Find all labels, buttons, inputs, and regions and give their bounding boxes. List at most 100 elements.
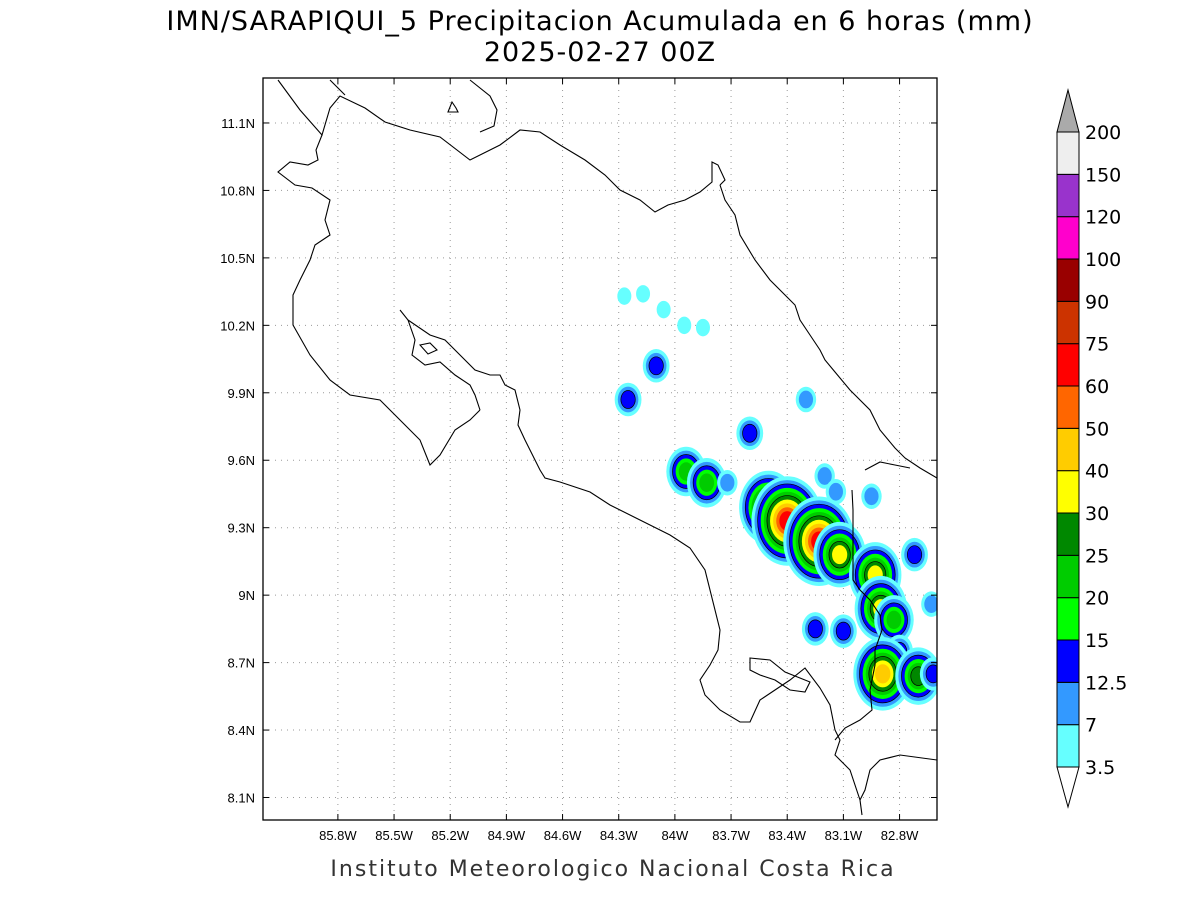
precip-contour-7 <box>924 595 937 614</box>
y-tick-label: 8.4N <box>228 723 255 738</box>
precip-cell <box>717 469 738 496</box>
colorbar-swatch-75 <box>1056 300 1080 345</box>
colorbar-swatch-12.5 <box>1056 639 1080 683</box>
y-tick-label: 9N <box>238 588 255 603</box>
colorbar-over-arrow <box>1056 88 1080 133</box>
colorbar-swatch-90 <box>1056 258 1080 302</box>
precip-contour-3.5 <box>656 300 671 319</box>
y-tick-label: 10.5N <box>220 251 255 266</box>
colorbar-swatch-60 <box>1056 343 1080 387</box>
colorbar-label: 75 <box>1085 334 1109 356</box>
precip-cell <box>617 287 632 305</box>
colorbar-label: 200 <box>1085 122 1121 144</box>
y-tick-label: 10.2N <box>220 318 255 333</box>
precip-cell <box>695 318 710 337</box>
map-subtitle-datetime: 2025-02-27 00Z <box>484 37 716 68</box>
precip-cell <box>636 285 651 303</box>
precip-cell <box>861 483 882 509</box>
x-tick-label: 82.8W <box>881 828 919 843</box>
precip-contour-12.5 <box>620 390 636 409</box>
x-tick-label: 84.6W <box>544 828 582 843</box>
precip-contour-12.5 <box>925 664 937 684</box>
colorbar-swatch-25 <box>1056 512 1080 556</box>
pacific-coast-north <box>277 134 481 466</box>
lat-lon-grid <box>263 78 937 820</box>
precip-cell <box>901 537 928 572</box>
x-tick-label: 83.1W <box>825 828 863 843</box>
precip-contour-20 <box>699 473 715 492</box>
precip-contour-12.5 <box>742 423 758 443</box>
plot-frame <box>262 77 938 821</box>
plot-background <box>263 78 937 820</box>
y-tick-label: 9.6N <box>228 453 255 468</box>
footer-credit: Instituto Meteorologico Nacional Costa R… <box>330 857 895 882</box>
x-tick-label: 83.4W <box>768 828 806 843</box>
colorbar-swatch-15 <box>1056 597 1080 641</box>
colorbar-label: 60 <box>1085 376 1109 398</box>
nicaragua-inner-shore <box>329 79 498 133</box>
colorbar-swatch-3.5 <box>1056 724 1080 768</box>
colorbar-swatch-30 <box>1056 470 1080 514</box>
precip-contour-12.5 <box>835 621 851 641</box>
colorbar-label: 3.5 <box>1085 757 1115 779</box>
colorbar-swatch-100 <box>1056 216 1080 260</box>
colorbar-label: 7 <box>1085 715 1097 737</box>
longitude-axis: 85.8W 85.5W 85.2W 84.9W 84.6W 84.3W 84W 83.7W 83… <box>319 78 919 843</box>
osa-peninsula <box>749 657 811 693</box>
x-tick-label: 84.9W <box>488 828 526 843</box>
y-tick-label: 8.7N <box>228 656 255 671</box>
precip-contour-7 <box>828 482 844 501</box>
precip-contour-7 <box>720 473 735 492</box>
colorbar-label: 20 <box>1085 588 1109 610</box>
precip-contour-7 <box>798 390 814 409</box>
colorbar-label: 40 <box>1085 461 1109 483</box>
precip-contour-3.5 <box>617 287 632 305</box>
y-tick-label: 8.1N <box>228 791 255 806</box>
colorbar-label: 120 <box>1085 207 1121 229</box>
colorbar-swatch-50 <box>1056 385 1080 429</box>
precip-contour-40 <box>875 664 891 684</box>
precip-contour-7 <box>864 487 879 506</box>
precip-cell <box>686 457 727 508</box>
colorbar-label: 30 <box>1085 503 1109 525</box>
precip-cell <box>642 349 670 383</box>
latitude-axis: 11.1N 10.8N 10.5N 10.2N 9.9N 9.6N 9.3N 9N 8.7N 8.… <box>220 116 937 806</box>
caribbean-coast <box>719 184 937 479</box>
y-tick-label: 11.1N <box>221 116 255 131</box>
x-tick-label: 85.5W <box>375 828 413 843</box>
precip-cell <box>921 591 937 617</box>
precip-cell <box>736 416 764 451</box>
precip-cell <box>677 316 692 335</box>
precip-cell <box>919 657 937 691</box>
map-plot-area: 85.8W 85.5W 85.2W 84.9W 84.6W 84.3W 84W 83.7W 83… <box>220 77 938 843</box>
colorbar-label: 25 <box>1085 545 1109 567</box>
x-tick-label: 85.8W <box>319 828 357 843</box>
precip-cell <box>614 382 642 417</box>
colorbar-label: 90 <box>1085 291 1109 313</box>
gulf-island <box>418 342 438 355</box>
precip-contour-20 <box>886 610 902 630</box>
colorbar-swatch-7 <box>1056 681 1080 726</box>
lake-island <box>447 100 459 113</box>
precip-contour-7 <box>817 467 832 485</box>
colorbar-label: 100 <box>1085 249 1121 271</box>
colorbar-label: 15 <box>1085 630 1109 652</box>
precip-contour-3.5 <box>636 285 651 303</box>
precip-contour-12.5 <box>906 545 923 565</box>
pacific-coast-central <box>407 319 863 816</box>
coastline-and-borders <box>277 79 937 816</box>
precip-contour-12.5 <box>648 356 664 376</box>
precip-contour-30 <box>832 545 848 565</box>
precip-contour-3.5 <box>695 318 710 337</box>
precip-cell <box>874 595 914 645</box>
x-tick-label: 83.7W <box>712 828 750 843</box>
precipitation-colorbar: 3.5 7 12.5 15 20 25 30 40 50 60 75 90 100 120 150 200 <box>1056 88 1127 809</box>
y-tick-label: 9.3N <box>228 521 255 536</box>
precip-cell <box>801 612 829 646</box>
x-tick-label: 84W <box>662 828 689 843</box>
precip-cell <box>656 300 671 319</box>
y-tick-label: 9.9N <box>228 386 255 401</box>
colorbar-label: 150 <box>1085 164 1121 186</box>
x-tick-label: 84.3W <box>600 828 638 843</box>
